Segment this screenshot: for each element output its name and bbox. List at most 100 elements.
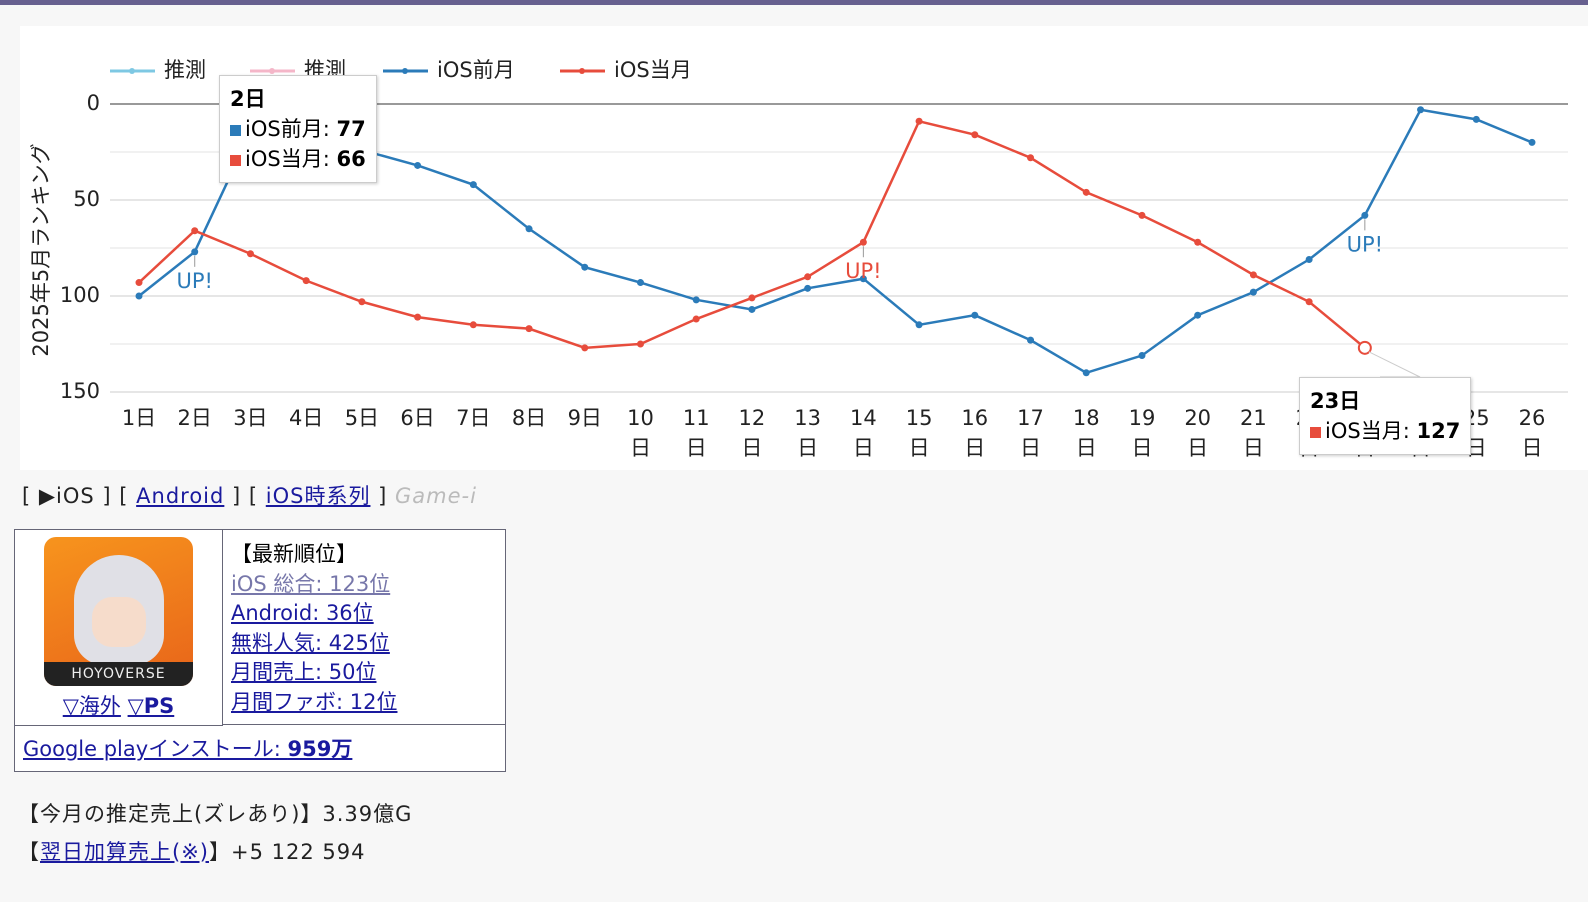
point <box>1249 288 1257 296</box>
rank-link[interactable]: 月間ファボ: 12位 <box>231 689 398 714</box>
point <box>581 263 589 271</box>
x-tick-part: 日 <box>686 436 707 460</box>
sales-link[interactable]: 翌日加算売上(※) <box>40 840 209 864</box>
top-bar <box>0 0 1588 5</box>
point <box>358 298 366 306</box>
nav-link[interactable]: iOS時系列 <box>265 484 371 508</box>
x-tick-label: 21 日 <box>1240 406 1267 460</box>
point <box>1361 211 1369 219</box>
y-tick-label: 50 <box>73 187 100 211</box>
x-tick-label: 1日 <box>122 406 156 430</box>
tooltip-row: iOS当月: 127 <box>1310 416 1460 446</box>
nav-item: ▶iOS <box>38 484 95 508</box>
tooltip: 23日 iOS当月: 127 <box>1299 377 1472 455</box>
x-tick-part: 18 <box>1073 406 1100 430</box>
sales-value: +5 122 594 <box>230 840 366 864</box>
tooltip-series: iOS当月 <box>1325 419 1403 443</box>
y-tick-label: 150 <box>60 379 100 403</box>
x-tick-part: 11 <box>683 406 710 430</box>
tooltip-value: 66 <box>336 147 366 171</box>
point <box>414 313 422 321</box>
rank-link[interactable]: 月間売上: 50位 <box>231 660 377 684</box>
x-tick-part: 14 <box>850 406 877 430</box>
legend-dot <box>402 68 408 74</box>
sales: 【今月の推定売上(ズレあり)】3.39億G 【翌日加算売上(※)】+5 122 … <box>18 802 413 864</box>
x-tick-label: 8日 <box>512 406 546 430</box>
tooltip-value: 127 <box>1416 419 1461 443</box>
point <box>1194 238 1202 246</box>
x-tick-part: 日 <box>797 436 818 460</box>
rank-heading: 【最新順位】 <box>231 542 357 566</box>
point <box>915 117 923 125</box>
x-tick-label: 12 日 <box>739 406 766 460</box>
tooltip-row: iOS前月: 77 <box>230 114 366 144</box>
tooltip-value: 77 <box>336 117 366 141</box>
point <box>692 296 700 304</box>
point <box>748 305 756 313</box>
x-tick-part: 日 <box>909 436 930 460</box>
x-tick-part: 19 <box>1129 406 1156 430</box>
x-tick-part: 日 <box>1020 436 1041 460</box>
rank-link[interactable]: 無料人気: 425位 <box>231 630 390 655</box>
legend-dot <box>269 68 275 74</box>
x-tick-label: 26 日 <box>1519 406 1546 460</box>
icon-cell: HOYOVERSE ▽海外 ▽PS <box>15 530 223 726</box>
point <box>859 275 867 283</box>
point <box>1027 336 1035 344</box>
point <box>1305 256 1313 264</box>
x-tick-label: 19 日 <box>1129 406 1156 460</box>
tooltip: 2日 iOS前月: 77 iOS当月: 66 <box>219 75 377 183</box>
hover-point <box>1357 340 1372 355</box>
region-link[interactable]: ▽海外 <box>62 694 121 718</box>
point <box>135 279 143 287</box>
rank-link[interactable]: iOS 総合: 123位 <box>231 571 391 596</box>
region-link[interactable]: ▽PS <box>127 694 175 718</box>
point <box>1082 369 1090 377</box>
install-link[interactable]: Google playインストール: 959万 <box>23 737 352 761</box>
x-tick-part: 26 <box>1519 406 1546 430</box>
x-tick-label: 17 日 <box>1017 406 1044 460</box>
x-tick-label: 11 日 <box>683 406 710 460</box>
point <box>804 284 812 292</box>
legend-label: 推測 <box>164 58 206 82</box>
x-tick-label: 16 日 <box>961 406 988 460</box>
point <box>135 292 143 300</box>
point <box>525 225 533 233</box>
point <box>525 325 533 333</box>
nav-link[interactable]: Android <box>136 484 225 508</box>
point <box>971 311 979 319</box>
tooltip-row: iOS当月: 66 <box>230 144 366 174</box>
point <box>1194 311 1202 319</box>
rank-link[interactable]: Android: 36位 <box>231 601 374 625</box>
point <box>1027 154 1035 162</box>
x-tick-label: 6日 <box>400 406 434 430</box>
x-tick-part: 17 <box>1017 406 1044 430</box>
point <box>1082 188 1090 196</box>
point <box>692 315 700 323</box>
y-tick-label: 100 <box>60 283 100 307</box>
x-tick-label: 2日 <box>178 406 212 430</box>
point <box>636 340 644 348</box>
y-axis-label: 2025年5月ランキング <box>29 143 53 356</box>
brand: Game-i <box>395 484 477 508</box>
card: HOYOVERSE ▽海外 ▽PS 【最新順位】 iOS 総合: 123位 An… <box>14 529 506 772</box>
point <box>191 227 199 235</box>
legend-label: iOS前月 <box>437 58 515 82</box>
annotation: UP! <box>845 259 881 283</box>
x-tick-label: 3日 <box>233 406 267 430</box>
legend-label: iOS当月 <box>614 58 692 82</box>
x-tick-part: 日 <box>853 436 874 460</box>
annotation: UP! <box>176 269 212 293</box>
point <box>302 277 310 285</box>
x-tick-part: 日 <box>1522 436 1543 460</box>
x-tick-part: 15 <box>906 406 933 430</box>
x-tick-label: 4日 <box>289 406 323 430</box>
x-tick-label: 18 日 <box>1073 406 1100 460</box>
tooltip-title: 2日 <box>230 87 266 111</box>
point <box>1472 115 1480 123</box>
x-tick-label: 5日 <box>345 406 379 430</box>
point <box>191 248 199 256</box>
x-tick-part: 日 <box>1187 436 1208 460</box>
point <box>1528 138 1536 146</box>
point <box>246 250 254 258</box>
